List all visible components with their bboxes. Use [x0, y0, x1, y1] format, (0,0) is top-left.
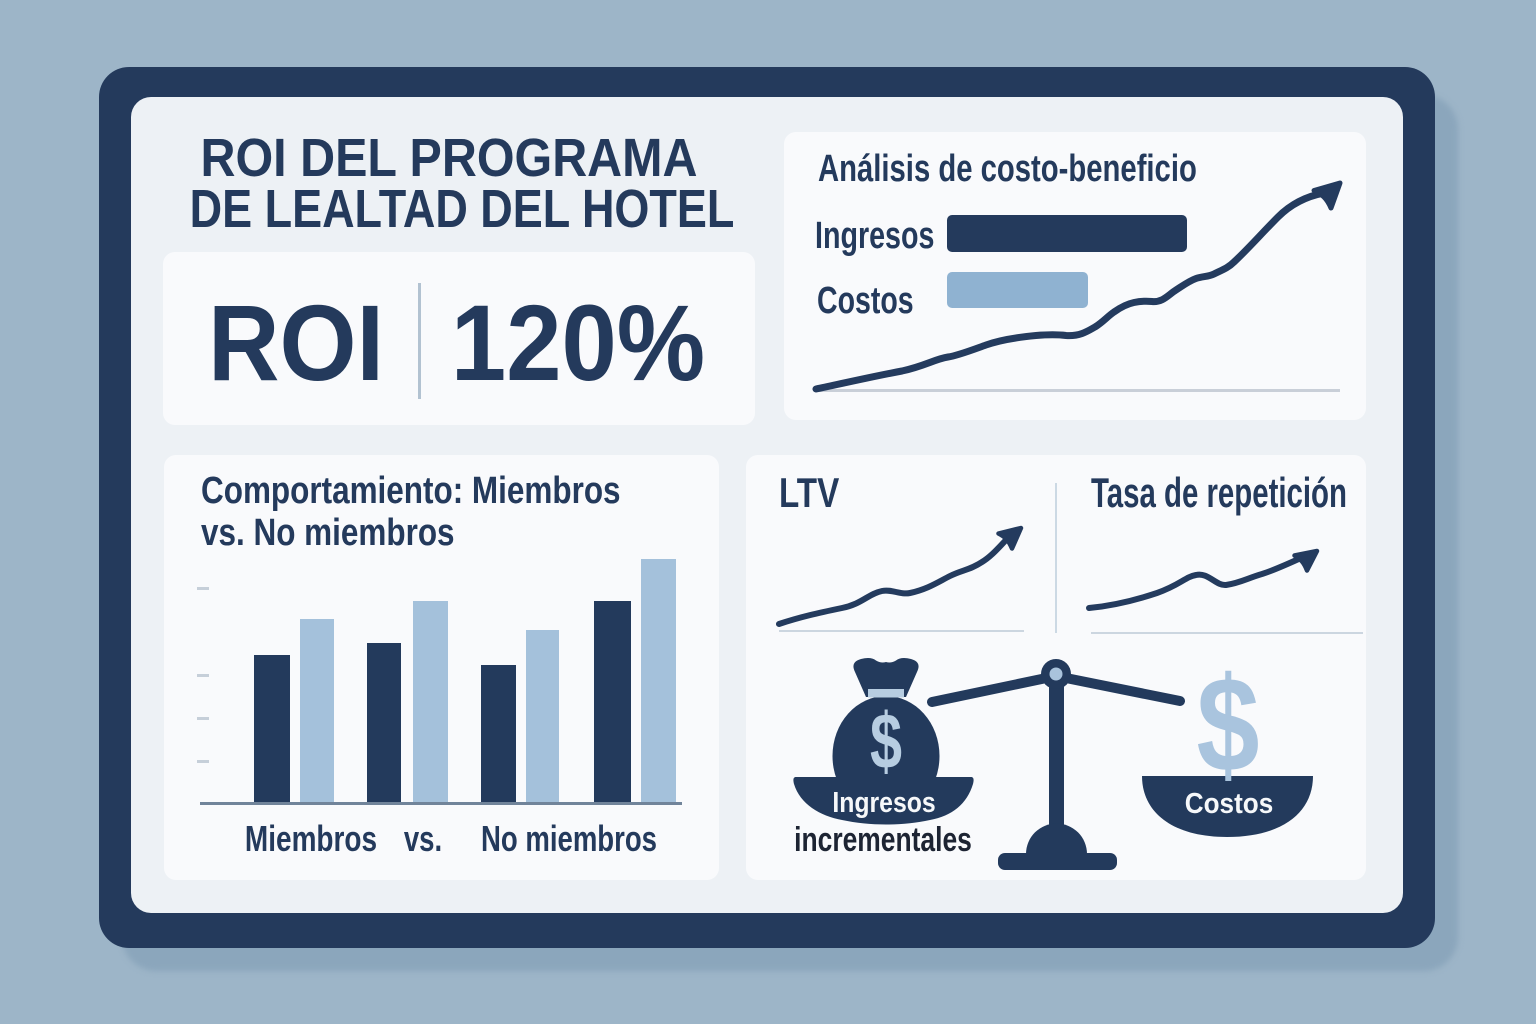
- svg-text:$: $: [870, 696, 902, 785]
- svg-text:$: $: [1197, 649, 1260, 800]
